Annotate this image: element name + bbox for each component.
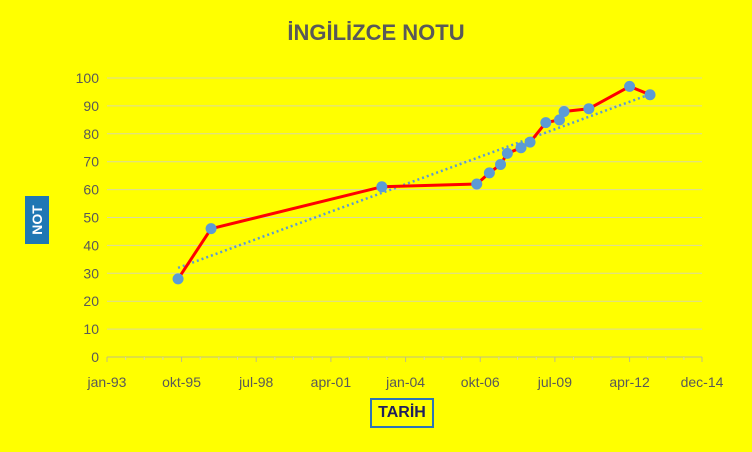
y-tick-label: 10 [83, 321, 99, 337]
data-point [483, 167, 495, 179]
y-axis-title-text: NOT [29, 205, 45, 235]
data-point [540, 117, 552, 129]
y-tick-label: 20 [83, 293, 99, 309]
data-point [471, 178, 483, 190]
data-point [515, 142, 527, 154]
y-tick-label: 0 [91, 349, 99, 365]
y-tick-label: 80 [83, 126, 99, 142]
series-line [176, 84, 651, 280]
x-axis-title: TARİH [370, 398, 434, 428]
x-tick-label: dec-14 [681, 374, 724, 390]
x-tick-label: jan-93 [87, 374, 127, 390]
y-tick-label: 50 [83, 210, 99, 226]
data-point [583, 103, 595, 115]
data-point [644, 89, 656, 101]
data-point [205, 223, 217, 235]
data-point [524, 136, 536, 148]
y-axis-title: NOT [25, 196, 49, 244]
y-tick-label: 30 [83, 265, 99, 281]
y-tick-label: 90 [83, 98, 99, 114]
y-tick-label: 40 [83, 237, 99, 253]
x-tick-label: apr-01 [311, 374, 352, 390]
data-point [495, 158, 507, 170]
data-point [558, 105, 570, 117]
data-point [172, 273, 184, 285]
y-tick-label: 100 [76, 70, 100, 86]
x-tick-label: jan-04 [385, 374, 425, 390]
trendline [177, 93, 651, 270]
x-tick-label: jul-98 [238, 374, 273, 390]
y-tick-label: 70 [83, 154, 99, 170]
data-point [553, 114, 565, 126]
x-tick-label: apr-12 [609, 374, 650, 390]
data-point [501, 147, 513, 159]
x-tick-label: okt-95 [162, 374, 201, 390]
data-point [376, 181, 388, 193]
y-tick-label: 60 [83, 182, 99, 198]
data-point [624, 80, 636, 92]
chart-title: İNGİLİZCE NOTU [287, 20, 465, 45]
x-tick-label: okt-06 [461, 374, 500, 390]
x-tick-label: jul-09 [537, 374, 572, 390]
